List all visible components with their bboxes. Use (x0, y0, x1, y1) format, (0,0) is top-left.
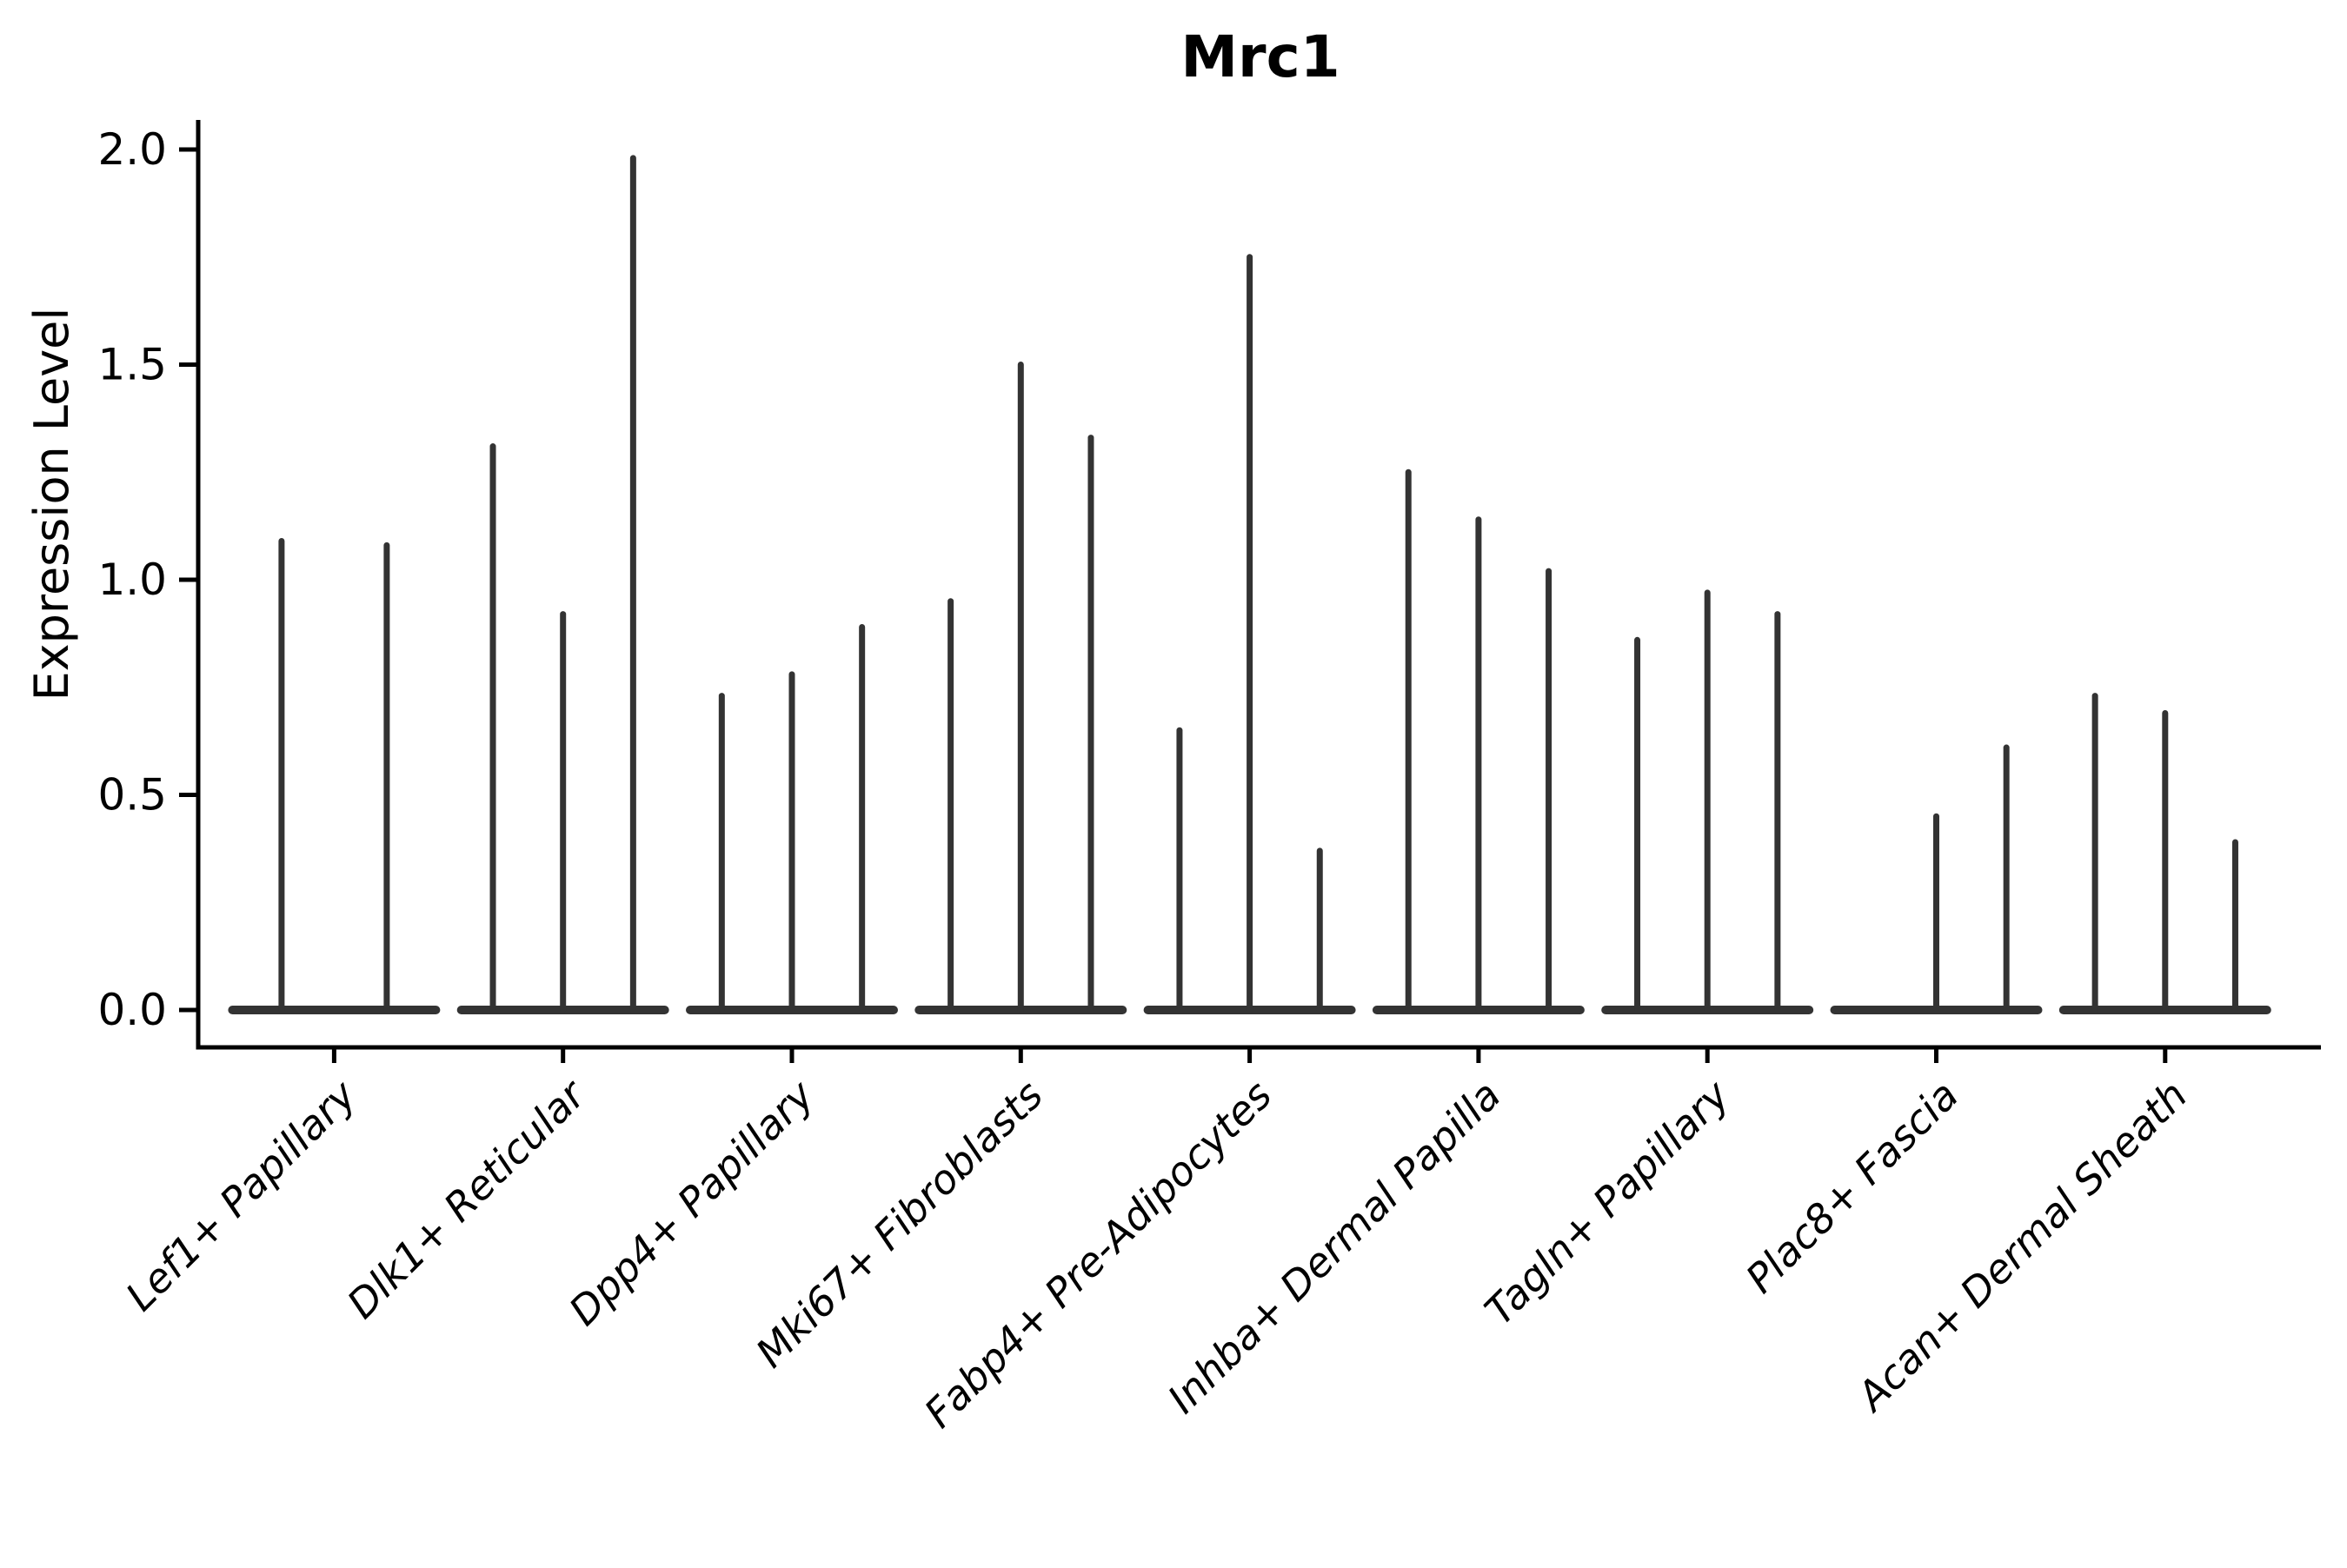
y-tick-label: 2.0 (97, 124, 167, 175)
x-tick-label: Dlk1+ Reticular (338, 1069, 596, 1327)
y-axis-label: Expression Level (24, 308, 79, 701)
chart-title: Mrc1 (1180, 23, 1340, 90)
y-tick-label: 1.0 (97, 555, 167, 605)
y-tick-label: 0.0 (97, 985, 167, 1035)
x-tick-label: Lef1+ Papillary (116, 1071, 365, 1319)
y-tick-label: 0.5 (97, 770, 167, 821)
axes: 0.0 0.5 1.0 1.5 2.0 (97, 120, 2321, 1063)
x-tick-label: Tagln+ Papillary (1476, 1071, 1739, 1334)
violins (228, 155, 2271, 1014)
x-tick-label: Plac8+ Fascia (1737, 1072, 1967, 1302)
x-tick-label: Dpp4+ Papillary (560, 1071, 823, 1334)
y-tick-label: 1.5 (97, 340, 167, 390)
